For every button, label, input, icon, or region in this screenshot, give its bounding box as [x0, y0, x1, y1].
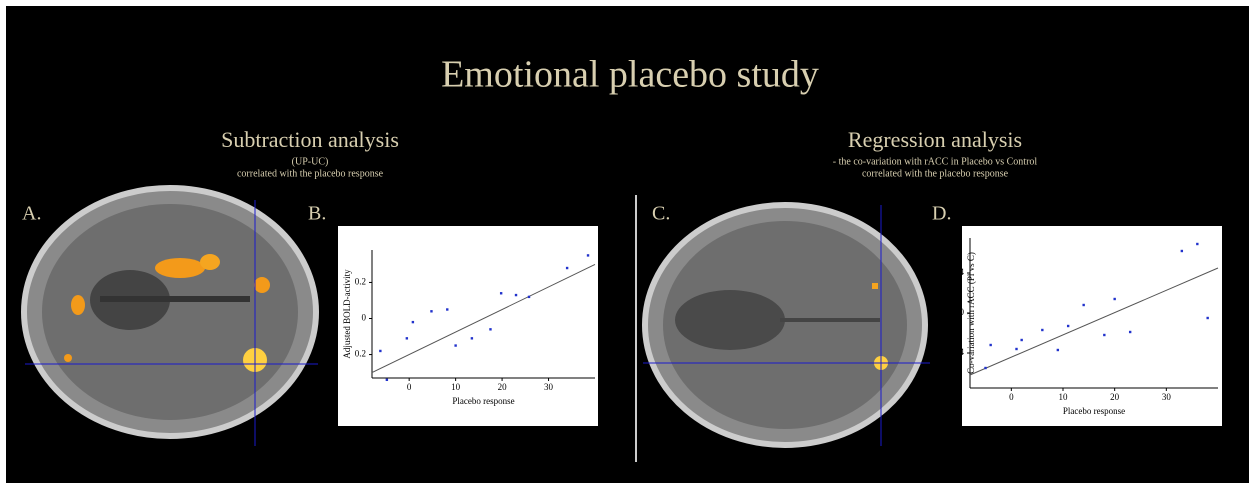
point [587, 254, 589, 256]
point [1181, 250, 1183, 252]
point [1196, 243, 1198, 245]
point [528, 296, 530, 298]
slide: Emotional placebo study Subtraction anal… [0, 0, 1255, 483]
point [412, 321, 414, 323]
panel-label: B. [308, 203, 326, 225]
point [515, 294, 517, 296]
point [1020, 339, 1022, 341]
point [379, 350, 381, 352]
point [1015, 348, 1017, 350]
heading: Regression analysis [848, 127, 1022, 152]
y-tick-label: 0 [960, 307, 965, 317]
y-tick-label: -0.4 [950, 347, 965, 357]
point [1206, 317, 1208, 319]
panel-label: D. [932, 203, 951, 225]
y-axis-label: Adjusted BOLD-activity [342, 269, 352, 359]
point [446, 308, 448, 310]
point [500, 292, 502, 294]
heading: Subtraction analysis [221, 127, 399, 152]
x-tick-label: 20 [1110, 392, 1120, 402]
point [989, 344, 991, 346]
point [386, 379, 388, 381]
x-axis-label: Placebo response [452, 396, 514, 406]
subheading: (UP-UC) [292, 156, 329, 167]
point [1041, 329, 1043, 331]
x-tick-label: 30 [544, 382, 554, 392]
point [454, 344, 456, 346]
point [406, 337, 408, 339]
panel-label: C. [652, 203, 670, 225]
page: {"title":"Emotional placebo study", "lef… [0, 0, 1255, 488]
x-axis-label: Placebo response [1063, 406, 1125, 416]
x-tick-label: 0 [407, 382, 412, 392]
x-tick-label: 20 [498, 382, 508, 392]
x-tick-label: 10 [451, 382, 461, 392]
point [1113, 298, 1115, 300]
x-tick-label: 0 [1009, 392, 1014, 402]
brain-image [643, 205, 930, 446]
point [489, 328, 491, 330]
y-axis-label: Co-variation with rACC (Pl vs C) [966, 252, 976, 374]
point [984, 367, 986, 369]
x-tick-label: 30 [1162, 392, 1172, 402]
point [1129, 331, 1131, 333]
y-tick-label: 0.4 [953, 267, 965, 277]
panel-label: A. [22, 203, 41, 225]
title: Emotional placebo study [441, 54, 819, 96]
y-tick-label: 0.2 [355, 349, 366, 359]
chart-area [962, 226, 1222, 426]
y-tick-label: 0.2 [355, 277, 366, 287]
subheading: correlated with the placebo response [237, 168, 384, 179]
point [1103, 334, 1105, 336]
x-tick-label: 10 [1059, 392, 1069, 402]
point [1082, 304, 1084, 306]
point [471, 337, 473, 339]
point [1067, 325, 1069, 327]
y-tick-label: 0 [362, 313, 367, 323]
point [430, 310, 432, 312]
point [566, 267, 568, 269]
subheading: correlated with the placebo response [862, 168, 1009, 179]
subheading: - the co-variation with rACC in Placebo … [833, 156, 1038, 167]
point [1057, 349, 1059, 351]
